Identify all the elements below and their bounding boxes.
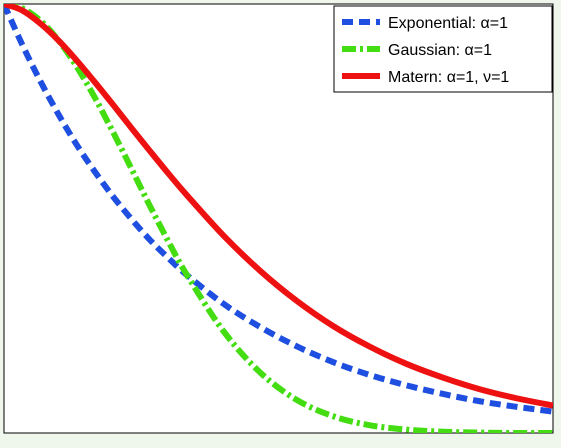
- legend: Exponential: α=1 Gaussian: α=1 Matern: α=1…: [333, 5, 553, 93]
- legend-entry: Exponential: α=1: [342, 15, 508, 32]
- legend-label: Gaussian: α=1: [388, 42, 492, 59]
- series-line-3: [4, 4, 553, 409]
- legend-entry: Gaussian: α=1: [342, 42, 492, 59]
- legend-label: Exponential: α=1: [388, 15, 508, 32]
- legend-entry: Matern: α=1, ν=1: [342, 69, 509, 86]
- legend-label: Matern: α=1, ν=1: [388, 69, 509, 86]
- series-layer: [4, 4, 553, 433]
